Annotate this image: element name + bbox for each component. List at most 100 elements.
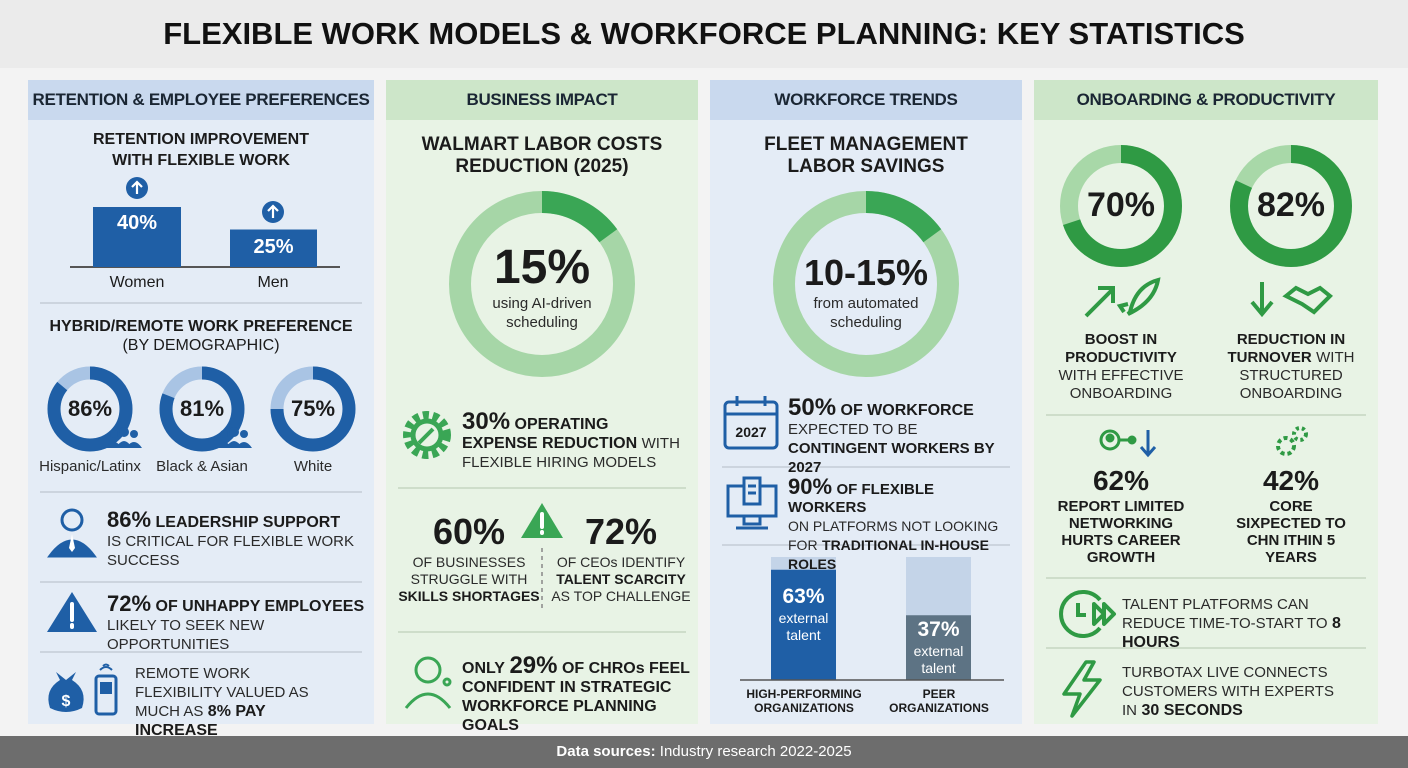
stat: 42% bbox=[1262, 465, 1320, 496]
bar-value: 37% bbox=[917, 618, 960, 641]
warning-icon bbox=[47, 592, 97, 632]
svg-text:$: $ bbox=[62, 693, 71, 710]
stat-bold: 8 HOURS bbox=[1122, 615, 1341, 651]
stat-bold: OF UNHAPPY EMPLOYEES bbox=[155, 598, 365, 615]
stat-block: 42% CORE SIXPECTED TO CHN ITHIN 5 YEARS bbox=[1226, 464, 1356, 566]
donut-label: 10-15% bbox=[803, 252, 929, 293]
clock-icon bbox=[1059, 590, 1116, 638]
stat-text: IS CRITICAL FOR FLEXIBLE WORK SUCCESS bbox=[107, 533, 354, 569]
stat: 50% bbox=[788, 394, 837, 421]
donut-label: 82% bbox=[1256, 186, 1326, 224]
stat-text: LIKELY TO SEEK NEW OPPORTUNITIES bbox=[107, 617, 265, 653]
column-heading: WORKFORCE TRENDS bbox=[710, 80, 1022, 120]
stat-block: TALENT PLATFORMS CAN REDUCE TIME-TO-STAR… bbox=[1122, 595, 1367, 652]
column-bg bbox=[386, 80, 698, 724]
calendar-label: 2027 bbox=[735, 424, 767, 440]
donut-arc bbox=[773, 191, 959, 377]
bar bbox=[906, 615, 971, 680]
stat: 72% bbox=[107, 591, 152, 616]
stat-bold: BOOST IN PRODUCTIVITY bbox=[1065, 331, 1177, 366]
bar-value: 63% bbox=[782, 585, 825, 608]
column-heading: ONBOARDING & PRODUCTIVITY bbox=[1034, 80, 1378, 120]
donut-label: 86% bbox=[67, 396, 113, 421]
bolt-icon bbox=[1062, 660, 1102, 718]
column-bg bbox=[1034, 80, 1378, 724]
network-icon bbox=[1099, 429, 1157, 458]
stat-text: OF CEOs IDENTIFY bbox=[556, 554, 686, 570]
stat-bold: TALENT SCARCITY bbox=[556, 571, 686, 587]
money-icon: $ bbox=[48, 663, 118, 716]
people-icon bbox=[106, 427, 142, 448]
stat-text: WITH STRUCTURED ONBOARDING bbox=[1239, 349, 1355, 402]
growth-icon bbox=[1084, 277, 1161, 318]
stat-bold: SKILLS SHORTAGES bbox=[398, 588, 540, 604]
separators bbox=[40, 302, 1366, 653]
bar bbox=[93, 207, 181, 267]
stat-bold: REPORT LIMITED NETWORKING HURTS CAREER G… bbox=[1057, 498, 1185, 566]
bar-label: 37% external talent bbox=[901, 617, 976, 677]
stat-block: 50% OF WORKFORCE EXPECTED TO BE CONTINGEN… bbox=[788, 396, 1014, 477]
monitor-icon bbox=[726, 476, 778, 530]
stat-block: TURBOTAX LIVE CONNECTS CUSTOMERS WITH EX… bbox=[1122, 663, 1352, 720]
stat: 62% bbox=[1092, 465, 1150, 496]
donut-label: 70% bbox=[1086, 186, 1156, 224]
donut-label: 75% bbox=[290, 396, 336, 421]
footer-label: Data sources: bbox=[556, 743, 656, 760]
calendar-icon bbox=[723, 396, 779, 450]
bar-caption: external talent bbox=[778, 610, 829, 643]
bar-label: 63% external talent bbox=[766, 584, 841, 644]
stat-bold: CONTINGENT WORKERS BY 2027 bbox=[788, 440, 995, 476]
section-title: HYBRID/REMOTE WORK PREFERENCE bbox=[49, 318, 353, 335]
header: FLEXIBLE WORK MODELS & WORKFORCE PLANNIN… bbox=[0, 0, 1408, 68]
warning-icon bbox=[521, 503, 563, 538]
stat-lead: ONLY bbox=[462, 660, 505, 677]
stat-bold: LEADERSHIP SUPPORT bbox=[155, 514, 341, 531]
stat-block: BOOST IN PRODUCTIVITY WITH EFFECTIVE ONB… bbox=[1051, 331, 1191, 403]
gears-icon bbox=[1276, 426, 1308, 456]
stat-block: 60% OF BUSINESSES STRUGGLE WITH SKILLS SH… bbox=[396, 510, 542, 605]
people-icon bbox=[216, 427, 252, 448]
stat-bold: TRADITIONAL IN-HOUSE ROLES bbox=[788, 537, 989, 572]
up-arrow-icon bbox=[262, 201, 284, 223]
stat-bold: OF FLEXIBLE WORKERS bbox=[788, 481, 934, 516]
stat-bold: OPERATING EXPENSE REDUCTION bbox=[462, 416, 638, 452]
stat-text: OF BUSINESSES STRUGGLE WITH bbox=[410, 554, 528, 587]
stat-block: 30% OPERATING EXPENSE REDUCTION WITH FLE… bbox=[462, 410, 687, 472]
bar bbox=[771, 569, 836, 680]
donut-caption: Black & Asian bbox=[156, 458, 248, 475]
stat-text: WITH EFFECTIVE ONBOARDING bbox=[1058, 367, 1184, 402]
section-title: WALMART LABOR COSTS REDUCTION (2025) bbox=[421, 134, 663, 177]
up-arrow-icon bbox=[126, 177, 148, 199]
stat-bold: OF WORKFORCE bbox=[840, 402, 974, 419]
gear-icon bbox=[403, 411, 451, 459]
donut-label: 15% bbox=[493, 241, 591, 294]
column-heading: RETENTION & EMPLOYEE PREFERENCES bbox=[28, 80, 374, 120]
section-title: RETENTION IMPROVEMENT WITH FLEXIBLE WORK bbox=[92, 131, 309, 169]
stat-text: EXPECTED TO BE bbox=[788, 421, 918, 438]
category-label: Men bbox=[257, 274, 289, 291]
stat: 30% bbox=[462, 408, 511, 435]
donut-caption: Hispanic/Latinx bbox=[39, 458, 141, 475]
donut-label: 81% bbox=[179, 396, 225, 421]
donut-arc bbox=[159, 366, 245, 452]
stat-bold: CORE SIXPECTED TO CHN ITHIN 5 YEARS bbox=[1236, 498, 1346, 566]
bar-label: 25% bbox=[253, 236, 294, 258]
stat: 60% bbox=[432, 511, 506, 552]
stat: 90% bbox=[788, 474, 833, 499]
leader-icon bbox=[47, 508, 97, 558]
bar-caption: external talent bbox=[913, 643, 964, 676]
stat-block: REDUCTION IN TURNOVER WITH STRUCTURED ON… bbox=[1221, 331, 1361, 403]
stat-block: ONLY 29% OF CHROs FEEL CONFIDENT IN STRA… bbox=[462, 654, 692, 735]
category-label: PEER ORGANIZATIONS bbox=[889, 687, 989, 715]
donut-arc bbox=[47, 366, 133, 452]
stat-bold: 30 SECONDS bbox=[1141, 702, 1243, 719]
donut-caption: from automated scheduling bbox=[813, 295, 919, 331]
category-label: Women bbox=[109, 274, 165, 291]
stat-block: 72% OF CEOs IDENTIFY TALENT SCARCITY AS T… bbox=[548, 510, 694, 605]
category-label: HIGH-PERFORMING ORGANIZATIONS bbox=[746, 687, 862, 715]
section-title: FLEET MANAGEMENT LABOR SAVINGS bbox=[764, 134, 968, 177]
handshake-icon bbox=[1250, 282, 1333, 318]
thinking-icon bbox=[404, 656, 452, 709]
